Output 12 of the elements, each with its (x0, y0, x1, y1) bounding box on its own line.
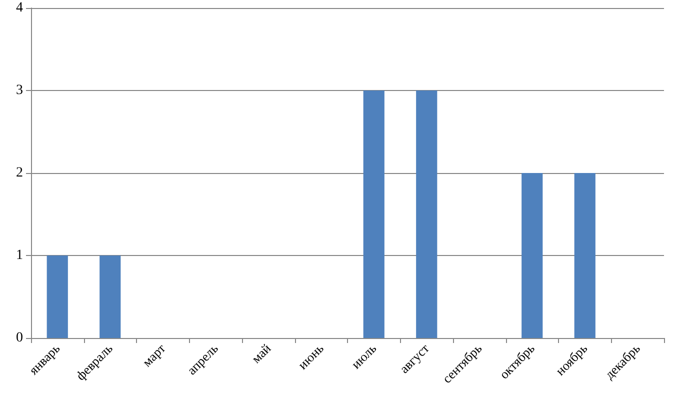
bar (416, 90, 438, 338)
y-tick-label: 0 (16, 330, 23, 346)
y-tick-label: 2 (16, 166, 23, 180)
bar (363, 90, 384, 338)
y-tick-label: 4 (16, 0, 23, 16)
bar (522, 173, 543, 338)
bar (574, 173, 596, 338)
y-tick-label: 3 (16, 83, 23, 98)
bar (46, 256, 68, 338)
bar (100, 256, 121, 338)
x-tick-label: май (248, 340, 274, 366)
y-tick-label: 1 (16, 248, 23, 263)
